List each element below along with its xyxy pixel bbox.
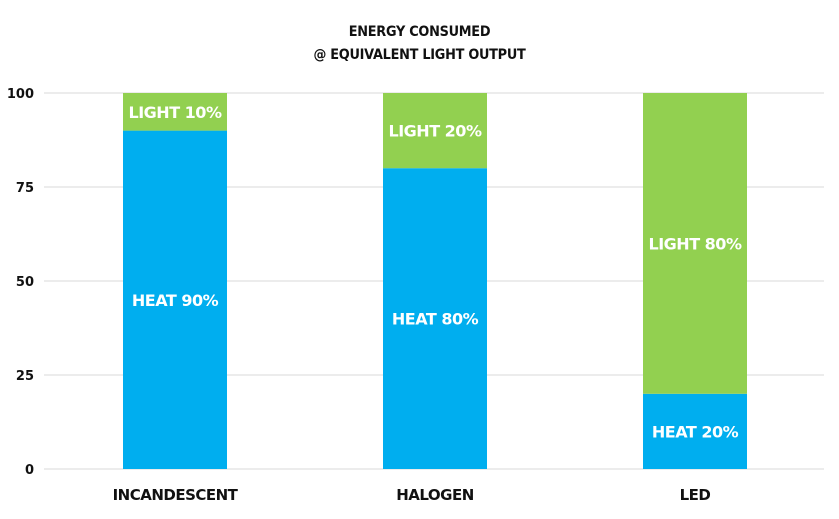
bar-heat-led (643, 393, 747, 469)
y-tick-label-25: 25 (16, 369, 34, 384)
bar-light-incandescent (123, 93, 227, 131)
y-tick-label-50: 50 (16, 275, 34, 290)
data-label-heat-incandescent: HEAT 90% (132, 291, 219, 310)
bar-heat-incandescent (123, 130, 227, 469)
chart-title-line-2: @ EQUIVALENT LIGHT OUTPUT (313, 47, 526, 63)
data-label-heat-halogen: HEAT 80% (392, 310, 479, 329)
data-label-light-incandescent: LIGHT 10% (129, 103, 222, 122)
data-label-heat-led: HEAT 20% (652, 422, 739, 441)
y-tick-label-0: 0 (25, 463, 34, 478)
chart-title-line-1: ENERGY CONSUMED (348, 24, 491, 40)
data-label-light-halogen: LIGHT 20% (389, 122, 482, 141)
y-tick-label-100: 100 (7, 87, 34, 102)
bar-light-halogen (383, 93, 487, 169)
x-tick-label-led: LED (680, 486, 711, 504)
x-tick-label-incandescent: INCANDESCENT (113, 486, 239, 504)
x-tick-label-halogen: HALOGEN (396, 486, 474, 504)
y-tick-label-75: 75 (16, 181, 34, 196)
data-label-light-led: LIGHT 80% (649, 234, 742, 253)
bar-heat-halogen (383, 168, 487, 469)
bar-light-led (643, 93, 747, 394)
